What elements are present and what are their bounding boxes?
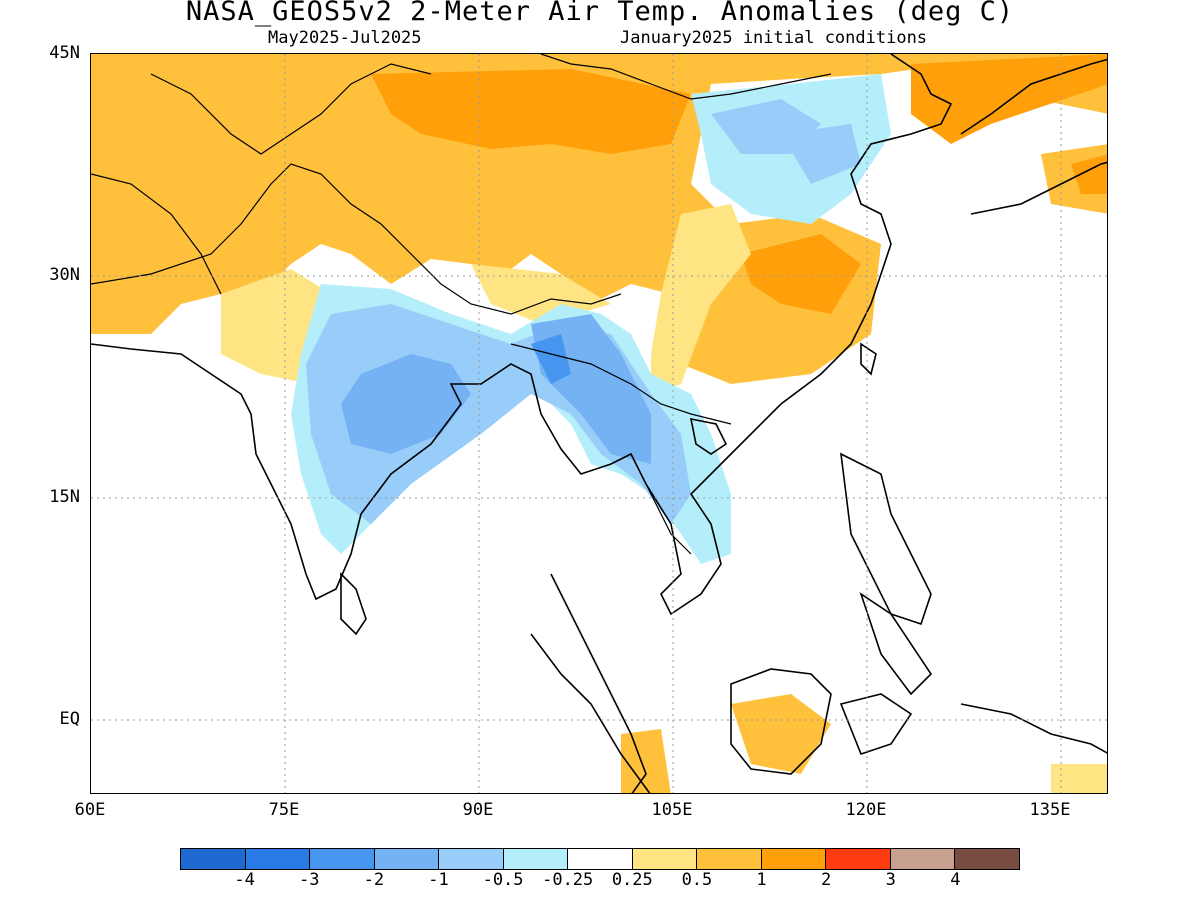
colorbar-swatch bbox=[439, 849, 504, 869]
initial-conditions: January2025 initial conditions bbox=[620, 28, 928, 48]
colorbar-swatch bbox=[761, 849, 827, 869]
colorbar-swatch bbox=[245, 849, 311, 869]
lon-label-75e: 75E bbox=[268, 800, 300, 820]
graticule bbox=[91, 54, 1107, 793]
colorbar-label: 4 bbox=[950, 870, 961, 890]
colorbar-label: 0.5 bbox=[681, 870, 713, 890]
map-title: NASA_GEOS5v2 2-Meter Air Temp. Anomalies… bbox=[185, 0, 1015, 27]
cool-anomaly-region bbox=[291, 74, 891, 564]
colorbar bbox=[180, 848, 1020, 870]
colorbar-label: 3 bbox=[885, 870, 896, 890]
colorbar-swatch bbox=[697, 849, 762, 869]
lon-label-105e: 105E bbox=[651, 800, 693, 820]
colorbar-swatch bbox=[503, 849, 569, 869]
colorbar-label: 2 bbox=[821, 870, 832, 890]
colorbar-swatch bbox=[181, 849, 246, 869]
colorbar-label: -4 bbox=[234, 870, 255, 890]
colorbar-swatch bbox=[568, 849, 633, 869]
colorbar-swatch bbox=[310, 849, 375, 869]
forecast-period: May2025-Jul2025 bbox=[268, 28, 422, 48]
colorbar-label: -1 bbox=[428, 870, 449, 890]
colorbar-swatch bbox=[890, 849, 956, 869]
lon-label-135e: 135E bbox=[1029, 800, 1071, 820]
anomaly-map bbox=[91, 54, 1107, 793]
lat-label-eq: EQ bbox=[59, 709, 80, 729]
colorbar-swatch bbox=[826, 849, 891, 869]
colorbar-label: -3 bbox=[298, 870, 320, 890]
colorbar-label: -2 bbox=[363, 870, 385, 890]
lon-label-120e: 120E bbox=[845, 800, 887, 820]
lat-label-45n: 45N bbox=[49, 43, 80, 63]
colorbar-swatch bbox=[955, 849, 1019, 869]
colorbar-swatch bbox=[632, 849, 698, 869]
colorbar-label: 0.25 bbox=[611, 870, 653, 890]
lat-label-15n: 15N bbox=[49, 487, 80, 507]
colorbar-label: 1 bbox=[756, 870, 767, 890]
lon-label-60e: 60E bbox=[74, 800, 106, 820]
country-borders bbox=[91, 54, 832, 555]
colorbar-label: -0.25 bbox=[542, 870, 594, 890]
colorbar-swatch bbox=[374, 849, 440, 869]
colorbar-label: -0.5 bbox=[482, 870, 524, 890]
lon-label-90e: 90E bbox=[462, 800, 494, 820]
map-panel bbox=[90, 53, 1108, 794]
lat-label-30n: 30N bbox=[49, 265, 80, 285]
